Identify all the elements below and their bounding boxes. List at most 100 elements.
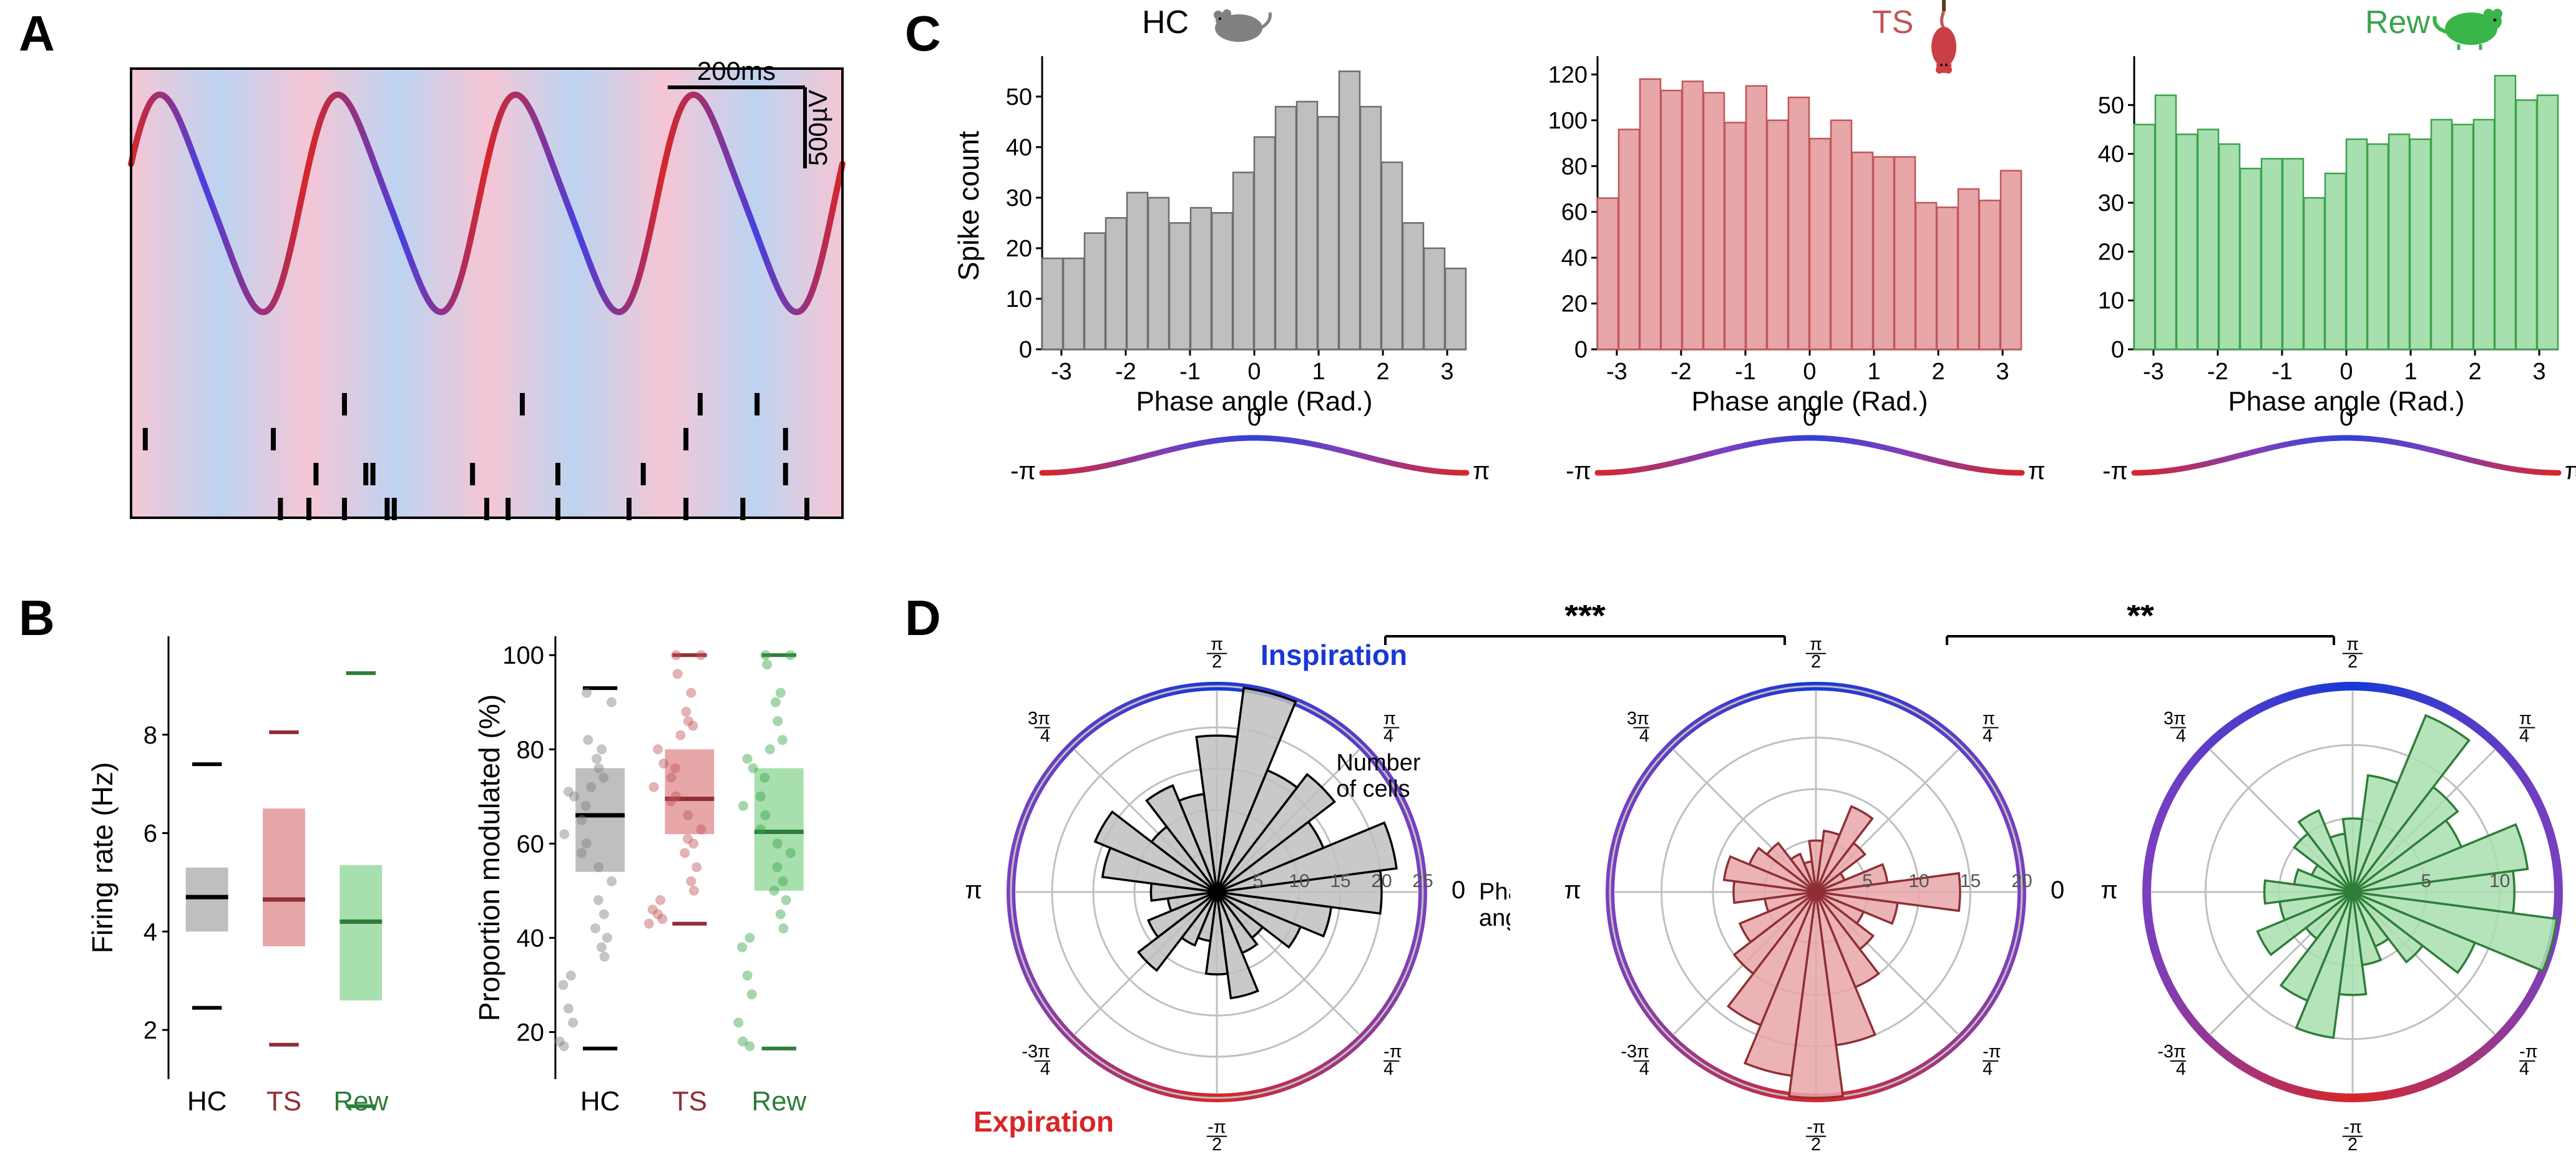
svg-text:2: 2 [1931, 359, 1944, 385]
svg-text:10: 10 [1006, 286, 1032, 313]
svg-text:-1: -1 [1735, 359, 1756, 385]
svg-text:100: 100 [502, 642, 544, 669]
svg-text:-3: -3 [1606, 359, 1627, 385]
svg-text:5: 5 [1253, 871, 1264, 891]
svg-text:2: 2 [1811, 1135, 1821, 1155]
panel-b-left-chart: 2468Firing rate (Hz)HCTSRew [75, 618, 424, 1148]
svg-text:π: π [2565, 457, 2576, 485]
svg-text:5: 5 [2421, 871, 2432, 891]
panel-c-rew-histogram: 01020304050-3-2-10123Phase angle (Rad.)-… [2047, 0, 2576, 536]
svg-text:10: 10 [1908, 871, 1929, 891]
svg-text:4: 4 [1639, 726, 1649, 746]
svg-text:2: 2 [2348, 1135, 2358, 1155]
svg-text:0: 0 [1019, 337, 1032, 363]
svg-text:-π: -π [1566, 457, 1591, 485]
svg-text:60: 60 [1561, 200, 1588, 226]
svg-text:-2: -2 [1115, 359, 1136, 385]
svg-text:100: 100 [1548, 108, 1588, 134]
panel-b-label: B [19, 589, 55, 647]
svg-text:1: 1 [1867, 359, 1880, 385]
svg-text:π: π [1473, 457, 1490, 485]
svg-text:6: 6 [144, 820, 157, 848]
svg-text:50: 50 [2098, 92, 2124, 119]
svg-text:π: π [1564, 876, 1581, 904]
svg-text:20: 20 [2011, 871, 2032, 891]
panel-c-ts-title: TS [1872, 4, 1913, 41]
svg-text:-1: -1 [2271, 359, 2293, 385]
svg-text:4: 4 [1040, 1059, 1050, 1079]
svg-text:Rew: Rew [333, 1086, 388, 1117]
sig-stars-2: ** [2127, 605, 2154, 635]
svg-text:4: 4 [1040, 726, 1050, 746]
svg-text:1: 1 [1312, 359, 1325, 385]
mouse-icon [1198, 0, 1273, 50]
svg-text:8: 8 [144, 722, 157, 749]
svg-text:20: 20 [2098, 239, 2124, 265]
svg-text:30: 30 [2098, 190, 2124, 216]
svg-text:2: 2 [1376, 359, 1389, 385]
panel-d-hc-polar: 5101520250π4π23π4π-3π4-π2-π4Numberof cel… [949, 599, 1510, 1160]
panel-b-right-chart: 20406080100Proportion modulated (%)HCTSR… [449, 618, 849, 1148]
svg-text:20: 20 [1561, 291, 1588, 318]
y-axis-label: Proportion modulated (%) [473, 694, 505, 1021]
svg-text:4: 4 [2176, 726, 2186, 746]
svg-text:3: 3 [2533, 359, 2546, 385]
svg-text:Phase: Phase [1479, 879, 1510, 905]
svg-text:4: 4 [1983, 1059, 1993, 1079]
svg-text:0: 0 [1247, 404, 1261, 431]
svg-text:4: 4 [2176, 1059, 2186, 1079]
svg-text:2: 2 [1212, 652, 1222, 672]
svg-text:15: 15 [1960, 871, 1981, 891]
svg-text:120: 120 [1548, 62, 1588, 88]
svg-text:30: 30 [1006, 185, 1032, 211]
svg-text:-π: -π [2102, 457, 2128, 485]
panel-a-label: A [19, 5, 55, 62]
panel-a-scale-time: 200ms [697, 56, 776, 85]
svg-text:0: 0 [2051, 876, 2064, 904]
expiration-label: Expiration [973, 1105, 1114, 1138]
panel-c-rew-title: Rew [2365, 4, 2430, 41]
panel-c-hc-title: HC [1142, 4, 1189, 41]
green-mouse-icon [2427, 0, 2521, 54]
panel-c-ts-histogram: 020406080100120-3-2-10123Phase angle (Ra… [1510, 0, 2047, 536]
panel-a-scale-volt: 500µV [803, 90, 832, 166]
svg-text:4: 4 [1383, 1059, 1393, 1079]
svg-text:4: 4 [1639, 1059, 1649, 1079]
svg-text:-2: -2 [1671, 359, 1692, 385]
svg-text:TS: TS [672, 1086, 707, 1117]
svg-text:0: 0 [1451, 876, 1465, 904]
sig-bar-2: ** [1934, 605, 2371, 655]
svg-text:20: 20 [1006, 236, 1032, 262]
figure-root: A B C D 200ms500µV 2468Firing rate (Hz)H… [0, 0, 2576, 1164]
svg-text:15: 15 [1330, 871, 1350, 891]
svg-text:3: 3 [1441, 359, 1454, 385]
y-axis-label: Spike count [955, 131, 985, 281]
svg-text:0: 0 [1247, 359, 1261, 385]
svg-text:-3: -3 [2143, 359, 2164, 385]
svg-text:5: 5 [1862, 871, 1873, 891]
svg-text:1: 1 [2404, 359, 2417, 385]
svg-text:-2: -2 [2207, 359, 2228, 385]
svg-text:HC: HC [580, 1086, 620, 1117]
svg-text:3: 3 [1996, 359, 2009, 385]
svg-text:40: 40 [1006, 135, 1032, 161]
svg-text:-1: -1 [1179, 359, 1201, 385]
svg-text:20: 20 [517, 1019, 545, 1046]
svg-text:π: π [2100, 876, 2118, 904]
svg-text:4: 4 [2519, 726, 2529, 746]
svg-text:4: 4 [1983, 726, 1993, 746]
svg-text:2: 2 [1811, 652, 1821, 672]
svg-text:40: 40 [1561, 245, 1588, 271]
svg-text:0: 0 [2339, 404, 2353, 431]
svg-text:-3: -3 [1051, 359, 1072, 385]
svg-text:angle (Rad): angle (Rad) [1479, 905, 1510, 931]
svg-text:0: 0 [1803, 404, 1817, 431]
panel-d-rew-polar: 5100π4π23π4π-3π4-π2-π4 [2084, 599, 2576, 1160]
y-axis-label: Firing rate (Hz) [86, 762, 119, 954]
svg-text:10: 10 [1289, 871, 1309, 891]
svg-text:40: 40 [517, 924, 545, 952]
svg-text:-π: -π [1010, 457, 1036, 485]
svg-text:4: 4 [1383, 726, 1393, 746]
svg-text:4: 4 [2519, 1059, 2529, 1079]
panel-c-label: C [905, 5, 941, 62]
